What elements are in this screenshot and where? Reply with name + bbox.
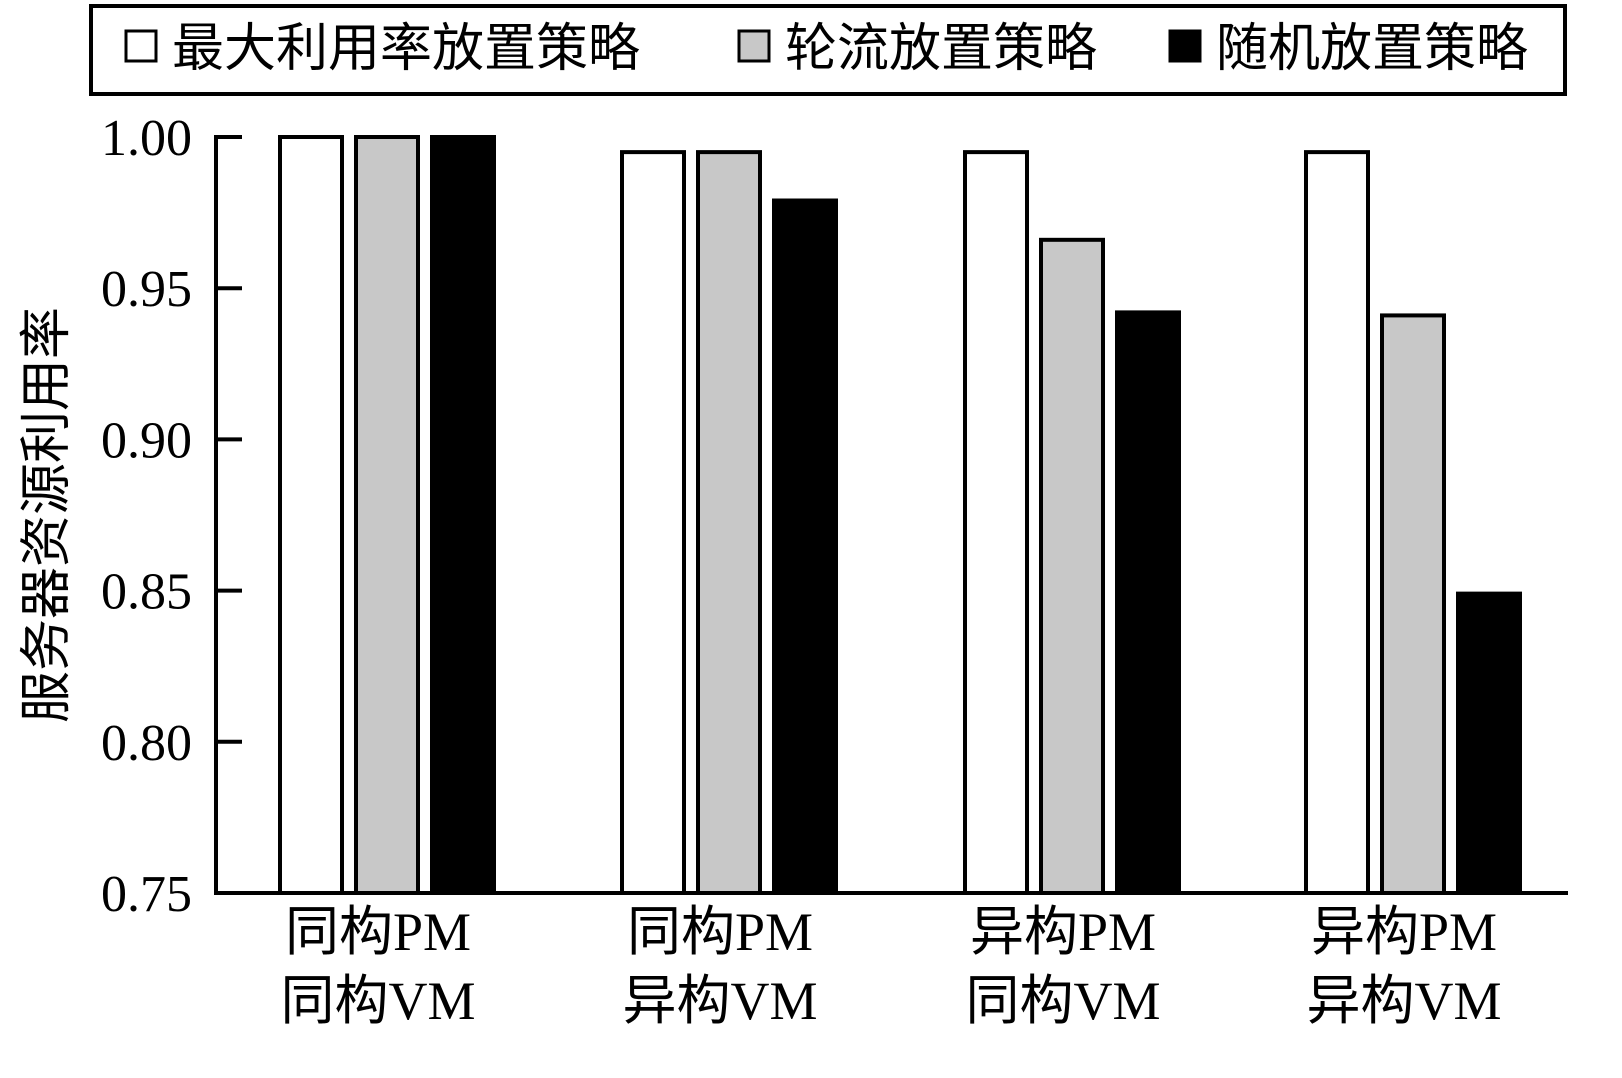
y-tick-label: 0.95: [101, 261, 192, 318]
y-axis-label: 服务器资源利用率: [19, 307, 76, 723]
y-axis: 0.75 0.80 0.85 0.90 0.95 1.00: [101, 110, 242, 923]
bar: [963, 150, 1029, 895]
bars: [278, 135, 1522, 896]
y-axis-label-group: 服务器资源利用率: [19, 307, 76, 723]
x-category-label: 同构VM: [280, 971, 475, 1031]
bar: [772, 198, 838, 895]
bar: [430, 135, 496, 895]
bar: [620, 150, 686, 895]
legend-swatch: [1168, 29, 1202, 63]
y-tick-label: 0.90: [101, 412, 192, 469]
bar: [278, 135, 344, 895]
bar: [354, 135, 420, 895]
x-category-label: 同构VM: [965, 971, 1160, 1031]
x-axis: 同构PM 同构VM 同构PM 异构VM 异构PM 同构VM 异构PM 异构VM: [214, 891, 1568, 1031]
x-category-label: 同构PM: [285, 902, 471, 962]
bar: [1039, 237, 1105, 896]
legend-label: 最大利用率放置策略: [172, 21, 640, 78]
bar: [696, 150, 762, 895]
x-category-label: 同构PM: [627, 902, 813, 962]
y-tick-label: 0.80: [101, 715, 192, 772]
x-category-label: 异构VM: [1306, 971, 1501, 1031]
y-tick-label: 0.85: [101, 564, 192, 621]
legend-label: 轮流放置策略: [785, 21, 1097, 78]
legend-swatch: [124, 29, 158, 63]
legend-label: 随机放置策略: [1216, 21, 1528, 78]
legend-swatch: [737, 29, 771, 63]
x-category-label: 异构VM: [622, 971, 817, 1031]
legend: 最大利用率放置策略 轮流放置策略 随机放置策略: [89, 4, 1567, 96]
bar: [1456, 591, 1522, 896]
y-tick-label: 0.75: [101, 866, 192, 923]
x-category-label: 异构PM: [970, 902, 1156, 962]
bar: [1380, 313, 1446, 895]
bar: [1304, 150, 1370, 895]
x-category-label: 异构PM: [1311, 902, 1497, 962]
bar: [1115, 310, 1181, 895]
y-tick-label: 1.00: [101, 110, 192, 167]
legend-box: [89, 4, 1567, 96]
